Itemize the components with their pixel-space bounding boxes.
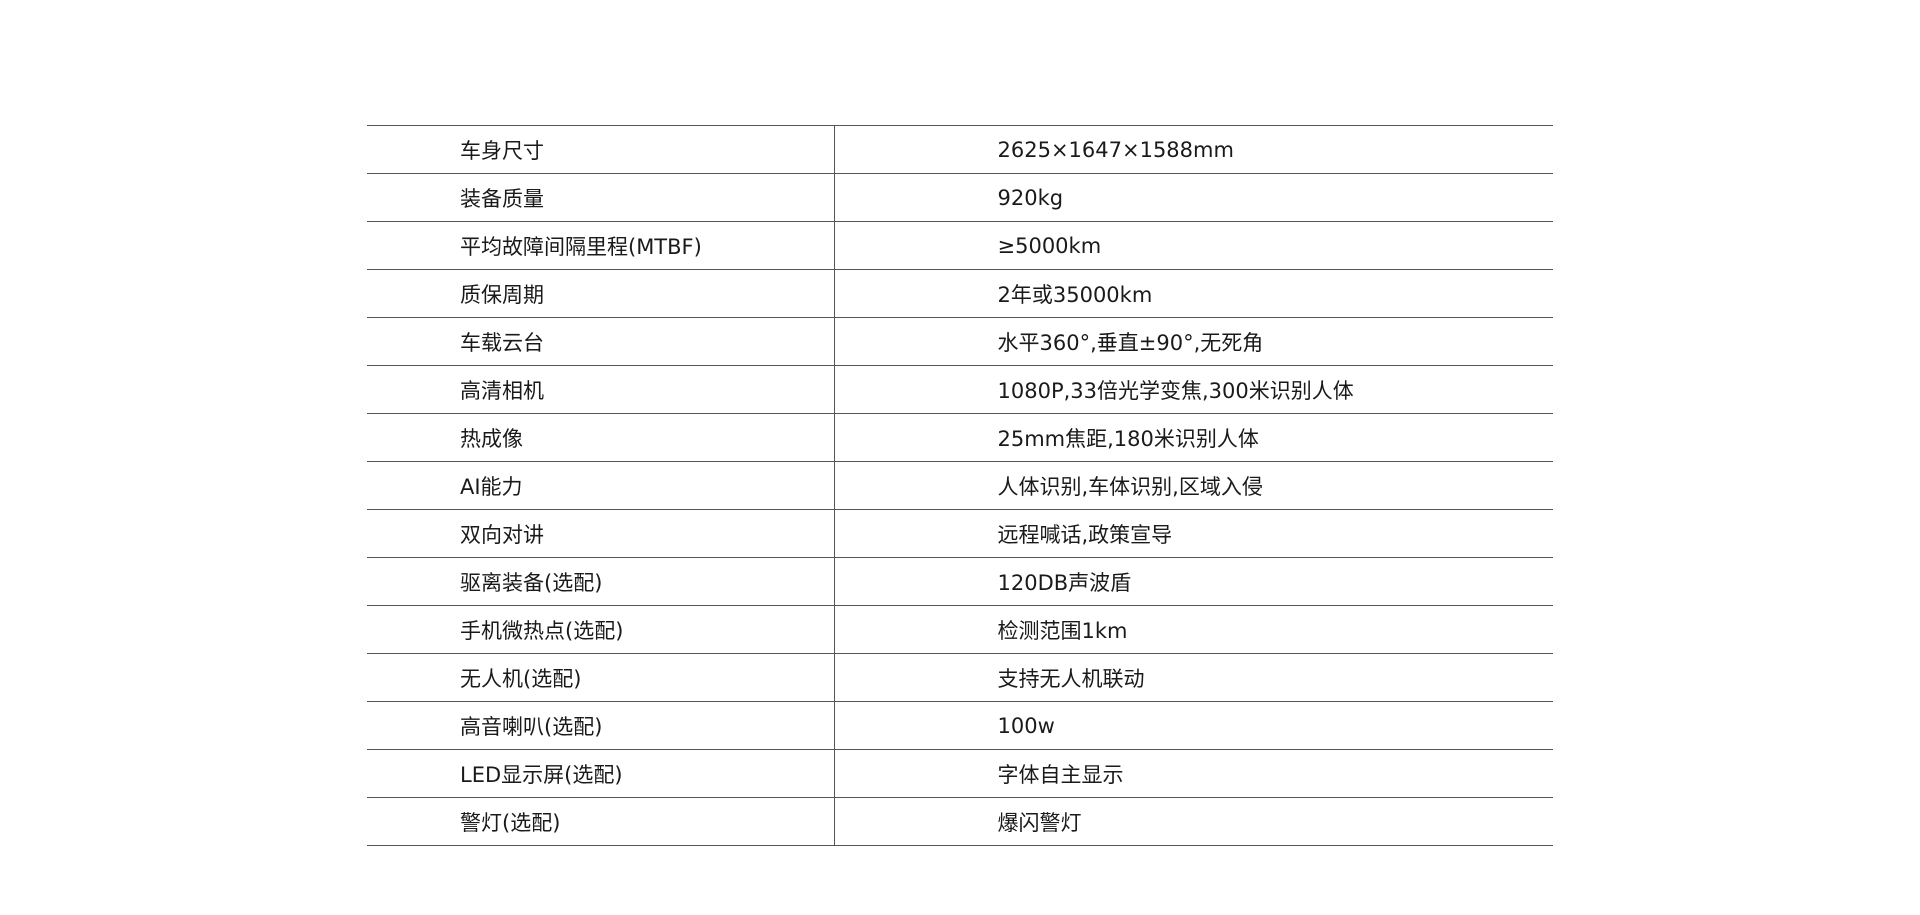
spec-value: 爆闪警灯 xyxy=(834,797,1553,846)
spec-value: 水平360°,垂直±90°,无死角 xyxy=(834,317,1553,366)
spec-value: 字体自主显示 xyxy=(834,749,1553,798)
spec-value: 920kg xyxy=(834,173,1553,222)
spec-value: 120DB声波盾 xyxy=(834,557,1553,606)
spec-label: AI能力 xyxy=(367,461,835,510)
table-row: 警灯(选配) 爆闪警灯 xyxy=(367,797,1553,846)
spec-value: 2年或35000km xyxy=(834,269,1553,318)
spec-value: 2625×1647×1588mm xyxy=(834,125,1553,174)
table-row: LED显示屏(选配) 字体自主显示 xyxy=(367,749,1553,798)
table-row: 高音喇叭(选配) 100w xyxy=(367,701,1553,750)
spec-label: 车身尺寸 xyxy=(367,125,835,174)
spec-value: 25mm焦距,180米识别人体 xyxy=(834,413,1553,462)
spec-label: 热成像 xyxy=(367,413,835,462)
spec-label: 质保周期 xyxy=(367,269,835,318)
table-row: 无人机(选配) 支持无人机联动 xyxy=(367,653,1553,702)
spec-label: 高音喇叭(选配) xyxy=(367,701,835,750)
table-row: 高清相机 1080P,33倍光学变焦,300米识别人体 xyxy=(367,365,1553,414)
spec-label: 车载云台 xyxy=(367,317,835,366)
table-row: 驱离装备(选配) 120DB声波盾 xyxy=(367,557,1553,606)
table-row: 车身尺寸 2625×1647×1588mm xyxy=(367,125,1553,174)
table-row: 车载云台 水平360°,垂直±90°,无死角 xyxy=(367,317,1553,366)
spec-table: 车身尺寸 2625×1647×1588mm 装备质量 920kg 平均故障间隔里程(MT… xyxy=(367,125,1553,846)
spec-value: 100w xyxy=(834,701,1553,750)
table-row: 质保周期 2年或35000km xyxy=(367,269,1553,318)
spec-value: ≥5000km xyxy=(834,221,1553,270)
spec-value: 人体识别,车体识别,区域入侵 xyxy=(834,461,1553,510)
spec-label: 警灯(选配) xyxy=(367,797,835,846)
spec-label: 驱离装备(选配) xyxy=(367,557,835,606)
spec-value: 1080P,33倍光学变焦,300米识别人体 xyxy=(834,365,1553,414)
spec-table-body: 车身尺寸 2625×1647×1588mm 装备质量 920kg 平均故障间隔里程(MT… xyxy=(367,125,1553,846)
spec-value: 支持无人机联动 xyxy=(834,653,1553,702)
table-row: 热成像 25mm焦距,180米识别人体 xyxy=(367,413,1553,462)
table-row: 平均故障间隔里程(MTBF) ≥5000km xyxy=(367,221,1553,270)
spec-value: 远程喊话,政策宣导 xyxy=(834,509,1553,558)
spec-label: 无人机(选配) xyxy=(367,653,835,702)
spec-label: 高清相机 xyxy=(367,365,835,414)
spec-label: 双向对讲 xyxy=(367,509,835,558)
table-row: 双向对讲 远程喊话,政策宣导 xyxy=(367,509,1553,558)
spec-label: LED显示屏(选配) xyxy=(367,749,835,798)
table-row: 装备质量 920kg xyxy=(367,173,1553,222)
table-row: 手机微热点(选配) 检测范围1km xyxy=(367,605,1553,654)
spec-label: 平均故障间隔里程(MTBF) xyxy=(367,221,835,270)
table-row: AI能力 人体识别,车体识别,区域入侵 xyxy=(367,461,1553,510)
spec-label: 手机微热点(选配) xyxy=(367,605,835,654)
spec-label: 装备质量 xyxy=(367,173,835,222)
spec-value: 检测范围1km xyxy=(834,605,1553,654)
